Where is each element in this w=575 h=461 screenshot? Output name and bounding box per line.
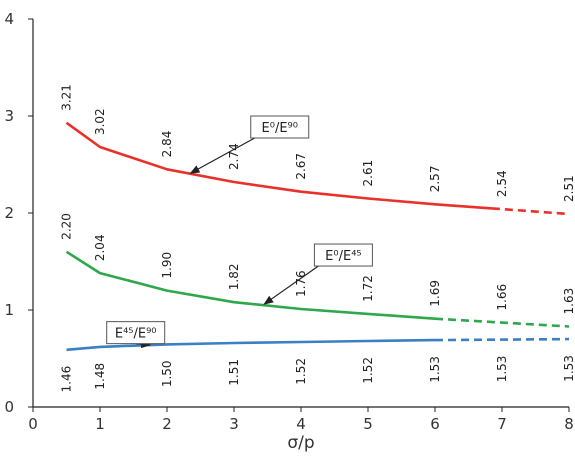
data-label: 2.57 — [428, 166, 442, 193]
data-label: 2.20 — [60, 213, 74, 240]
annotation-arrow — [189, 137, 256, 174]
data-label: 1.46 — [60, 366, 74, 393]
series-line-dashed-1 — [434, 317, 570, 328]
data-label: 2.04 — [93, 234, 107, 261]
annotation-box — [250, 115, 310, 139]
x-tick-label: 4 — [296, 415, 306, 433]
y-tick-label: 0 — [4, 398, 14, 416]
annotation-callout: E⁰/E⁹⁰ — [189, 115, 310, 174]
data-label: 1.51 — [227, 359, 241, 386]
annotation-box — [106, 321, 166, 345]
x-tick-label: 3 — [229, 415, 239, 433]
data-label: 1.82 — [227, 264, 241, 291]
data-label: 1.48 — [93, 363, 107, 390]
series-line-dashed-2 — [434, 337, 570, 342]
data-label: 1.72 — [361, 275, 375, 302]
data-label: 1.63 — [562, 288, 575, 315]
data-label: 3.21 — [60, 84, 74, 111]
series-line-dashed-0 — [491, 207, 570, 216]
annotation-box — [313, 243, 373, 267]
data-label: 1.52 — [361, 357, 375, 384]
x-tick-label: 8 — [564, 415, 574, 433]
y-tick-label: 4 — [4, 10, 14, 28]
data-label: 2.51 — [562, 175, 575, 202]
annotation-label: E⁴⁵/E⁹⁰ — [115, 327, 157, 342]
annotation-label: E⁰/E⁹⁰ — [262, 121, 298, 136]
annotation-callout: E⁰/E⁴⁵ — [263, 243, 373, 305]
annotation-arrow — [263, 265, 319, 305]
data-label: 2.54 — [495, 170, 509, 197]
data-label: 1.76 — [294, 270, 308, 297]
x-tick-label: 1 — [95, 415, 105, 433]
annotation-callout: E⁴⁵/E⁹⁰ — [106, 321, 166, 349]
data-label: 1.50 — [160, 360, 174, 387]
series-layer — [65, 121, 570, 352]
x-tick-label: 7 — [497, 415, 507, 433]
data-label: 1.53 — [495, 356, 509, 383]
data-label: 1.69 — [428, 280, 442, 307]
data-labels: 3.21 3.02 2.84 2.74 2.67 2.61 2.57 2.54 2.51 2.20… — [60, 84, 575, 392]
data-label: 2.61 — [361, 160, 375, 187]
data-label: 2.67 — [294, 153, 308, 180]
y-tick-label: 1 — [4, 301, 14, 319]
data-label: 3.02 — [93, 108, 107, 135]
data-label: 1.66 — [495, 284, 509, 311]
y-tick-label: 3 — [4, 107, 14, 125]
series-line-solid-1 — [65, 250, 436, 320]
x-tick-label: 2 — [162, 415, 172, 433]
data-label: 1.53 — [428, 356, 442, 383]
annotation-label: E⁰/E⁴⁵ — [325, 249, 361, 264]
data-label: 1.52 — [294, 358, 308, 385]
x-tick-label: 6 — [430, 415, 440, 433]
y-tick-label: 2 — [4, 204, 14, 222]
series-line-solid-0 — [65, 121, 492, 210]
x-tick-label: 5 — [363, 415, 373, 433]
data-label: 1.90 — [160, 252, 174, 279]
x-tick-label: 0 — [28, 415, 38, 433]
annotations: E⁰/E⁹⁰ E⁰/E⁴⁵ E⁴⁵/E⁹⁰ — [106, 115, 373, 349]
x-axis-title: σ/p — [287, 433, 314, 453]
data-label: 1.53 — [562, 355, 575, 382]
data-label: 2.74 — [227, 143, 241, 170]
data-label: 2.84 — [160, 131, 174, 158]
series-line-solid-2 — [66, 338, 436, 352]
